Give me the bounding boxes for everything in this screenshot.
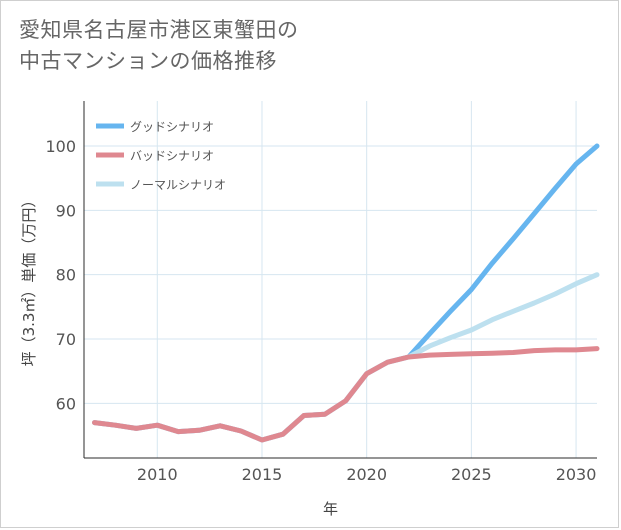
- series-line-normal: [92, 272, 600, 443]
- axis-labels: 年 坪（3.3㎡）単価（万円）: [20, 193, 338, 518]
- legend-label-bad: バッドシナリオ: [130, 149, 214, 163]
- chart-title: 愛知県名古屋市港区東蟹田の 中古マンションの価格推移: [19, 15, 579, 77]
- y-tick-label: 80: [56, 266, 76, 285]
- y-tick-label: 70: [56, 330, 76, 349]
- y-tick-label: 100: [45, 137, 76, 156]
- series-line-bad: [92, 346, 600, 443]
- legend-label-good: グッドシナリオ: [130, 120, 214, 134]
- x-axis-title: 年: [323, 500, 338, 518]
- y-axis-title: 坪（3.3㎡）単価（万円）: [20, 193, 38, 367]
- x-tick-label: 2025: [451, 465, 492, 484]
- x-tick-label: 2010: [137, 465, 178, 484]
- x-tick-label: 2015: [242, 465, 283, 484]
- series-lines: [92, 143, 600, 443]
- y-tick-label: 90: [56, 201, 76, 220]
- x-tick-label: 2020: [346, 465, 387, 484]
- grid-lines: [84, 101, 597, 458]
- axes: 2010 2015 2020 2025 2030 60 70 80 90 100: [45, 101, 597, 484]
- legend-label-normal: ノーマルシナリオ: [130, 178, 226, 192]
- y-tick-label: 60: [56, 394, 76, 413]
- chart-title-line-1: 愛知県名古屋市港区東蟹田の: [19, 18, 299, 42]
- x-tick-label: 2030: [556, 465, 597, 484]
- chart-title-line-2: 中古マンションの価格推移: [19, 49, 277, 73]
